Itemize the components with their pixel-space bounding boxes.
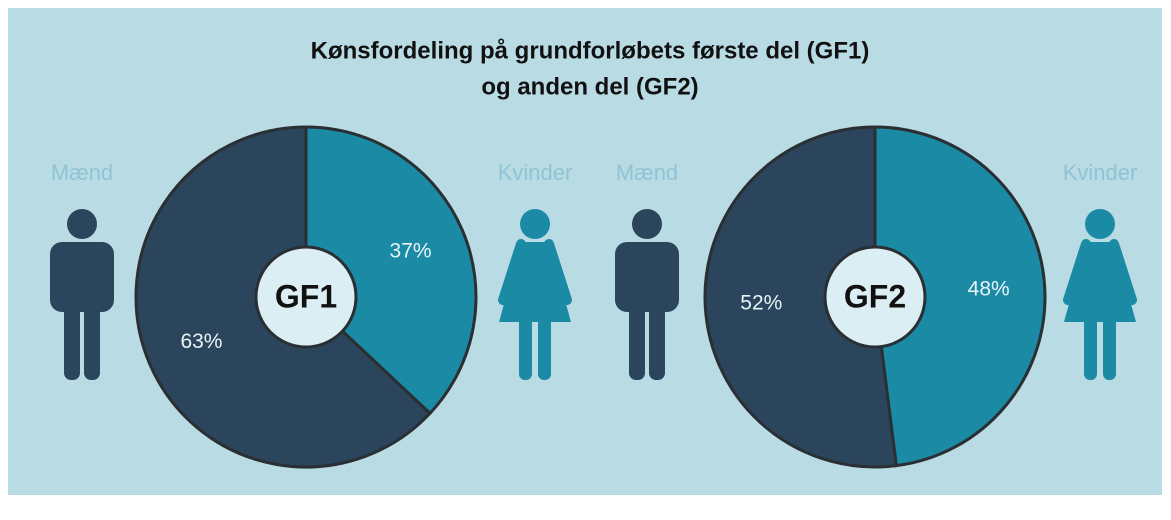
icon-leg [519,315,532,380]
female-icon [498,209,572,380]
icon-body [50,242,114,312]
icon-leg [84,290,100,380]
value-label: 52% [740,292,782,315]
pie-slice [703,125,898,469]
icon-head [1085,209,1115,239]
legend-label: Mænd [616,160,678,185]
icon-leg [538,315,551,380]
icon-arms [1063,239,1137,305]
icon-leg [1084,315,1097,380]
icon-head [632,209,662,239]
icon-leg [64,290,80,380]
pie-slice [873,125,1047,468]
legend-label: Kvinder [1063,160,1138,185]
legend-label: Mænd [51,160,113,185]
pie-slice [304,125,478,416]
subtitle: og anden del (GF2) [481,73,698,100]
icon-body [615,242,679,312]
male-icon [615,209,679,380]
icon-leg [629,290,645,380]
icon-leg [1103,315,1116,380]
icon-head [520,209,550,239]
value-label: 37% [390,239,432,262]
value-label: 63% [180,330,222,353]
pie-center [823,245,927,349]
male-icon [50,209,114,380]
female-icon [1063,209,1137,380]
value-label: 48% [968,277,1010,300]
icon-head [67,209,97,239]
pie-center [254,245,358,349]
title: Kønsfordeling på grundforløbets første d… [311,37,870,64]
legend-label: Kvinder [498,160,573,185]
center-label: GF1 [275,278,337,314]
icon-leg [649,290,665,380]
icon-arms [498,239,572,305]
center-label: GF2 [844,278,906,314]
